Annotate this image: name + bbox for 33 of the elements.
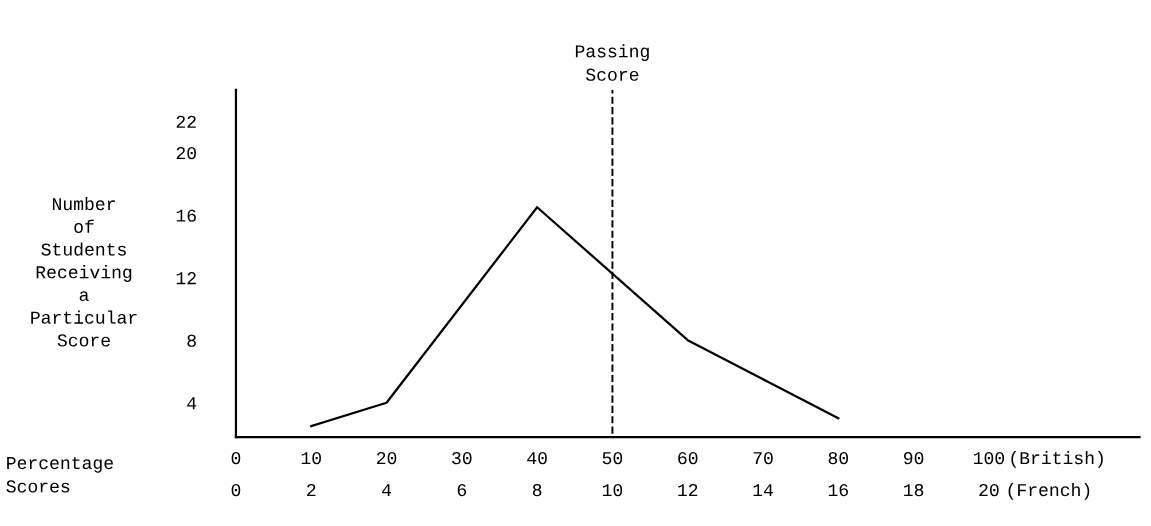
y-tick-label: 4: [187, 397, 197, 410]
x2-tick-label: 16: [828, 483, 848, 497]
x-tick-label: 100: [973, 452, 1005, 465]
x2-tick-label: 10: [602, 483, 623, 497]
x2-tick-label: 2: [307, 483, 316, 497]
x-tick-label: 60: [678, 452, 698, 465]
y-tick-label: 22: [176, 115, 196, 128]
x-tick-label: 20: [376, 452, 397, 465]
y-tick-label: 20: [176, 146, 196, 160]
y-tick-label: 16: [176, 209, 196, 222]
y-tick-label: 8: [187, 334, 196, 347]
y-axis-title: Number of Students Receiving a Particular Score: [31, 196, 137, 347]
x2-tick-label: 6: [457, 483, 467, 497]
x2-tick-label: 0: [231, 483, 241, 497]
x2-tick-label: 4: [382, 484, 392, 497]
x2-tick-label: 14: [753, 484, 773, 497]
y-tick-label: 12: [176, 272, 196, 285]
x-tick-label: 50: [602, 452, 623, 465]
x-tick-label: 0: [231, 452, 241, 465]
x-tick-label: 70: [753, 452, 773, 465]
x-tick-label: 30: [452, 452, 472, 465]
x2-tick-label: 12: [678, 483, 698, 497]
x2-tick-label: 18: [904, 483, 924, 497]
x2-tick-label: 8: [532, 483, 542, 497]
text: (British): [1011, 450, 1103, 468]
ref-line-label: Passing Score: [575, 44, 649, 81]
x-axis-title: Percentage Scores: [6, 456, 113, 493]
x-tick-label: 10: [301, 452, 321, 465]
x2-tick-label: 20: [979, 483, 999, 497]
x-tick-label: 40: [527, 452, 547, 465]
x-tick-label: 80: [828, 452, 849, 465]
text: (French): [1008, 482, 1090, 500]
x-tick-label: 90: [904, 452, 924, 465]
